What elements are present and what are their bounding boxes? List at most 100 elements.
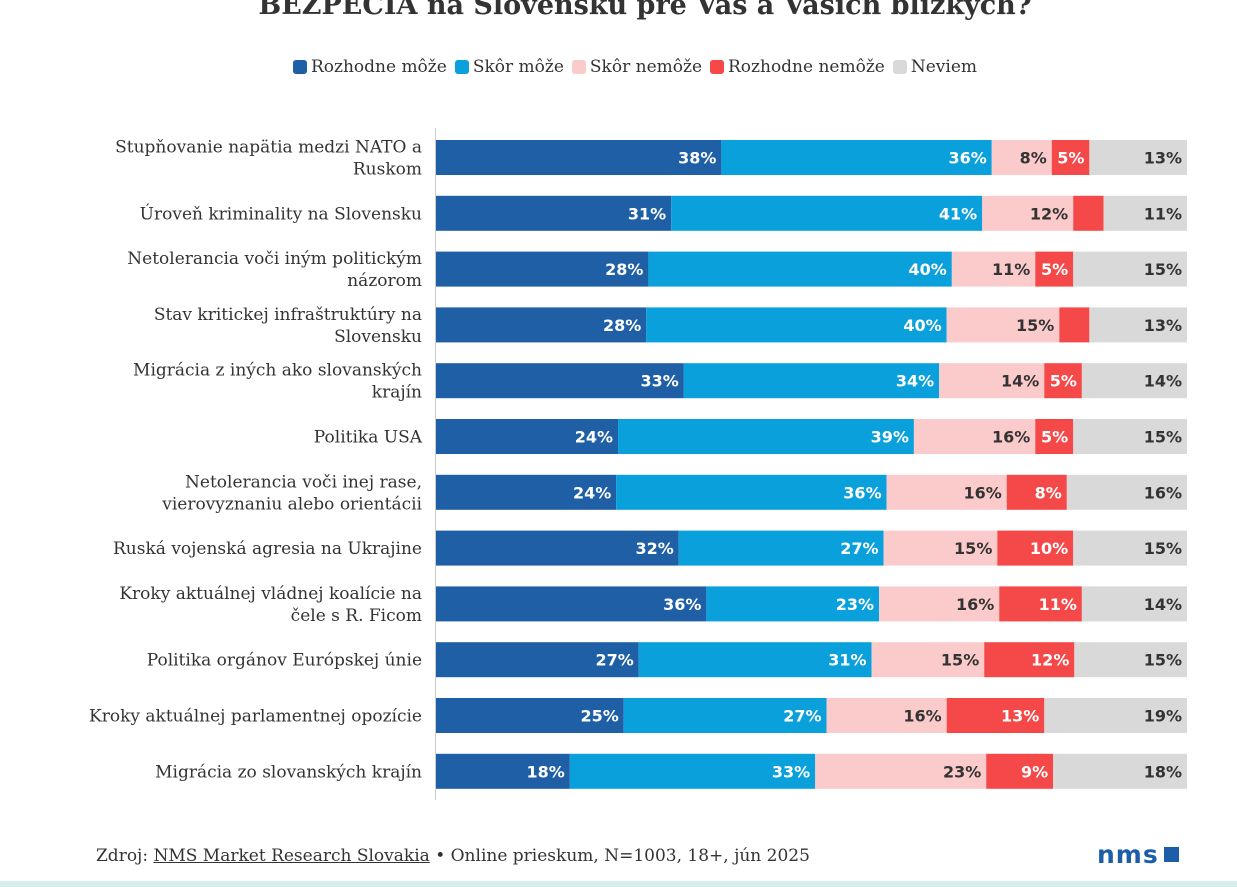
row-label-line: Kroky aktuálnej parlamentnej opozície [89,707,422,727]
bottom-band [0,881,1237,887]
bar-segment [436,195,672,231]
bar-segment [436,419,619,454]
data-label: 40% [909,260,947,279]
chart-title: BEZPECIA na Slovensku pre Vás a Vašich b… [258,0,1032,21]
legend-label: Rozhodne nemôže [728,57,885,77]
data-label: 15% [1144,651,1182,670]
bar-segment [946,307,1060,343]
data-label: 23% [943,762,981,781]
bar-segment [671,195,983,231]
bar-segment [436,307,647,343]
bar-segment [1053,753,1187,789]
legend-item: Rozhodne nemôže [710,57,885,77]
bar-segment [569,753,816,789]
bar-segment [1089,307,1187,343]
bar-segment [1103,195,1187,231]
chart-legend: Rozhodne môže Skôr môže Skôr nemôže Rozhodn… [0,57,1237,77]
bar-segment [1081,363,1187,399]
legend-swatch [710,60,724,74]
bar-segment [999,586,1082,622]
row-label: Kroky aktuálnej parlamentnej opozície [89,707,422,727]
row-label-line: Úroveň kriminality na Slovensku [140,203,422,224]
legend-swatch [571,60,586,74]
bar-segment [1073,251,1187,287]
row-label: Netolerancia voči inej rase, vierovyznani… [161,472,422,514]
bar-segment [721,140,992,175]
bar-segment [1089,140,1187,175]
data-label: 28% [603,316,641,335]
legend-swatch [892,60,907,74]
row-label: Politika USA [314,428,423,448]
legend-label: Skôr môže [472,57,564,77]
data-label: 24% [575,428,613,447]
bar-segment [883,530,998,566]
data-label: 11% [992,260,1030,279]
bar-segment [616,474,887,510]
bar-segment [1035,251,1074,287]
data-label: 41% [939,204,977,223]
row-label-line: názorom [347,271,422,291]
data-label: 5% [1057,149,1084,168]
bar-segment [1073,195,1104,231]
bar-segment [815,753,987,789]
bar-segment [678,530,884,566]
bar-segment [623,698,827,733]
bar-segment [436,363,684,399]
legend-item: Neviem [892,57,977,77]
row-label: Ruská vojenská agresia na Ukrajine [113,539,422,559]
bar-segment [1006,474,1067,510]
bar-segment [1059,307,1090,343]
row-label-line: Migrácia z iných ako slovanských [133,361,422,381]
row-label: Migrácia z iných ako slovanských krajín [133,361,422,403]
data-label: 15% [1144,539,1182,558]
data-label: 31% [828,651,866,670]
row-label-line: Politika orgánov Európskej únie [147,651,422,671]
data-label: 14% [1144,595,1182,614]
legend-item: Skôr môže [454,57,564,77]
source-link[interactable]: NMS Market Research Slovakia [153,846,430,866]
data-label: 12% [1030,204,1068,223]
row-label-line: Ruská vojenská agresia na Ukrajine [113,539,422,559]
row-label: Netolerancia voči iným politickým názorom [127,249,422,291]
row-label-line: Kroky aktuálnej vládnej koalície na [119,584,422,604]
row-label: Stav kritickej infraštruktúry na Slovensk… [154,305,422,347]
row-label-line: vierovyznaniu alebo orientácii [161,494,422,514]
data-label: 14% [1001,372,1039,391]
row-label-line: Ruskom [353,160,422,180]
data-label: 12% [1031,651,1069,670]
data-label: 10% [1030,539,1068,558]
bar-segment [986,753,1054,789]
bar-segment [683,363,940,399]
data-label: 24% [573,483,611,502]
data-label: 8% [1020,149,1047,168]
row-label-line: Netolerancia voči iným politickým [127,249,422,269]
bar-segment [951,251,1036,287]
bar-segment [436,474,617,510]
data-label: 14% [1144,372,1182,391]
bar-segment [1044,363,1082,399]
stacked-bar-chart: Stupňovanie napätia medzi NATO a Ruskom 38… [89,128,1187,800]
bar-segment [646,307,947,343]
data-label: 18% [527,762,565,781]
row-label-line: Stupňovanie napätia medzi NATO a [115,138,422,158]
row-label-line: krajín [372,383,422,403]
bar-segment [638,642,872,678]
data-label: 27% [840,539,878,558]
data-label: 19% [1144,707,1182,726]
data-label: 11% [1144,204,1182,223]
bar-segment [436,251,649,287]
row-label: Stupňovanie napätia medzi NATO a Ruskom [115,138,422,180]
bar-segment [618,419,914,454]
bar-segment [984,642,1075,678]
bar-segment [436,140,722,175]
row-label: Kroky aktuálnej vládnej koalície na čele … [119,584,422,626]
data-label: 15% [1144,428,1182,447]
data-label: 18% [1144,762,1182,781]
data-label: 36% [663,595,701,614]
bar-segment [1073,419,1187,454]
data-label: 5% [1050,372,1077,391]
data-label: 16% [956,595,994,614]
data-label: 16% [963,483,1001,502]
bar-segment [991,140,1052,175]
legend-item: Skôr nemôže [571,57,702,77]
